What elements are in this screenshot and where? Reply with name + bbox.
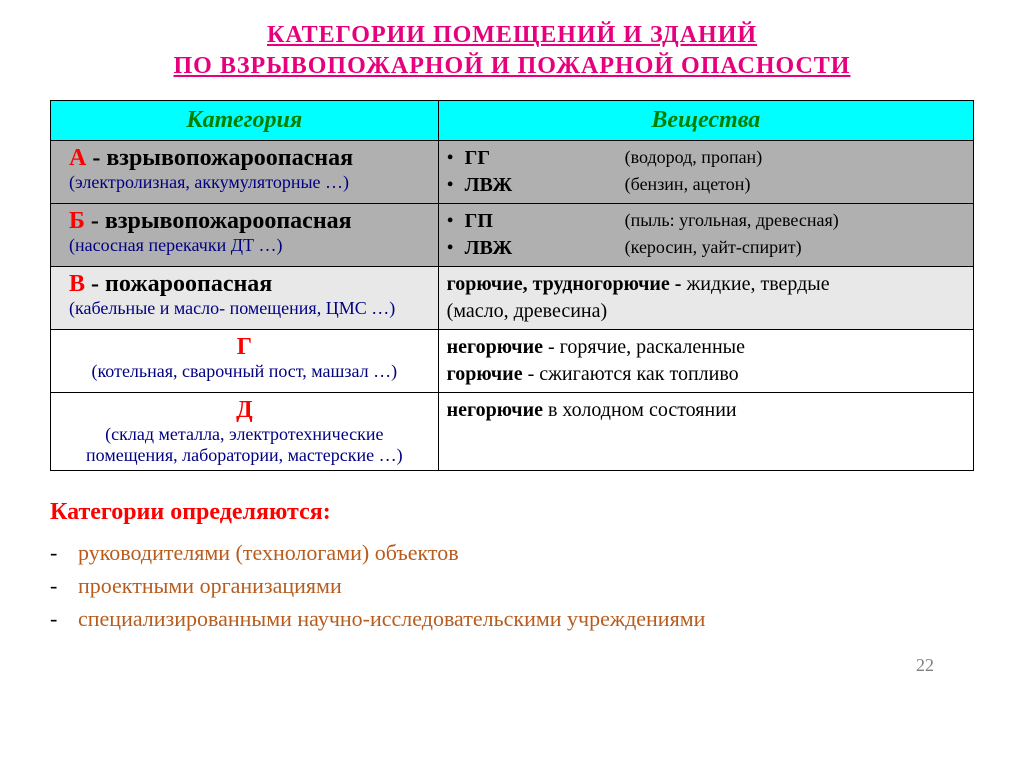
a-sub2-abbr: ЛВЖ xyxy=(465,172,625,199)
cell-category-a: А - взрывопожароопасная (электролизная, … xyxy=(51,141,439,204)
letter-a: А xyxy=(59,145,86,171)
cell-category-d: Д (склад металла, электротехнические пом… xyxy=(51,393,439,471)
d-l1-bold: негорючие xyxy=(447,399,543,421)
letter-v: В xyxy=(59,271,85,297)
cell-category-v: В - пожароопасная (кабельные и масло- по… xyxy=(51,267,439,330)
name-b: - взрывопожароопасная xyxy=(85,208,352,234)
note-a: (электролизная, аккумуляторные …) xyxy=(59,172,430,193)
determined-item-1: -руководителями (технологами) объектов xyxy=(50,536,974,569)
g-l2-rest: - сжигаются как топливо xyxy=(523,363,739,385)
row-v: В - пожароопасная (кабельные и масло- по… xyxy=(51,267,974,330)
v-paren: (масло, древесина) xyxy=(447,300,608,322)
title-line-2: ПО ВЗРЫВОПОЖАРНОЙ И ПОЖАРНОЙ ОПАСНОСТИ xyxy=(174,53,851,79)
header-category: Категория xyxy=(51,101,439,141)
cell-substances-g: негорючие - горячие, раскаленные горючие… xyxy=(438,330,973,393)
categories-table: Категория Вещества А - взрывопожароопасн… xyxy=(50,100,974,471)
title-line-1: КАТЕГОРИИ ПОМЕЩЕНИЙ И ЗДАНИЙ xyxy=(267,22,757,48)
note-d: (склад металла, электротехнические помещ… xyxy=(59,424,430,466)
note-v: (кабельные и масло- помещения, ЦМС …) xyxy=(59,298,430,319)
name-a: - взрывопожароопасная xyxy=(86,145,353,171)
name-v: - пожароопасная xyxy=(85,271,272,297)
header-substances: Вещества xyxy=(438,101,973,141)
cell-category-g: Г (котельная, сварочный пост, машзал …) xyxy=(51,330,439,393)
b-sub1-paren: (пыль: угольная, древесная) xyxy=(625,208,839,235)
g-l1-rest: - горячие, раскаленные xyxy=(543,336,745,358)
b-sub2-paren: (керосин, уайт-спирит) xyxy=(625,235,802,262)
letter-b: Б xyxy=(59,208,85,234)
g-l1-bold: негорючие xyxy=(447,336,543,358)
page-title: КАТЕГОРИИ ПОМЕЩЕНИЙ И ЗДАНИЙ ПО ВЗРЫВОПО… xyxy=(50,20,974,82)
determined-heading: Категории определяются: xyxy=(50,499,974,526)
letter-g: Г xyxy=(237,334,252,360)
a-sub2-paren: (бензин, ацетон) xyxy=(625,172,751,199)
cell-substances-a: •ГГ(водород, пропан) •ЛВЖ(бензин, ацетон… xyxy=(438,141,973,204)
cell-category-b: Б - взрывопожароопасная (насосная перека… xyxy=(51,204,439,267)
cell-substances-b: •ГП(пыль: угольная, древесная) •ЛВЖ(керо… xyxy=(438,204,973,267)
note-g: (котельная, сварочный пост, машзал …) xyxy=(59,361,430,382)
cell-substances-d: негорючие в холодном состоянии xyxy=(438,393,973,471)
determined-item-3: -специализированными научно-исследовател… xyxy=(50,602,974,635)
row-b: Б - взрывопожароопасная (насосная перека… xyxy=(51,204,974,267)
d-l1-rest: в холодном состоянии xyxy=(543,399,737,421)
row-d: Д (склад металла, электротехнические пом… xyxy=(51,393,974,471)
cell-substances-v: горючие, трудногорючие - жидкие, твердые… xyxy=(438,267,973,330)
row-g: Г (котельная, сварочный пост, машзал …) … xyxy=(51,330,974,393)
a-sub1-paren: (водород, пропан) xyxy=(625,145,763,172)
letter-d: Д xyxy=(236,397,253,423)
v-bold: горючие, трудногорючие - xyxy=(447,273,687,295)
determined-item-2: -проектными организациями xyxy=(50,569,974,602)
g-l2-bold: горючие xyxy=(447,363,523,385)
v-rest: жидкие, твердые xyxy=(686,273,829,295)
a-sub1-abbr: ГГ xyxy=(465,145,625,172)
b-sub2-abbr: ЛВЖ xyxy=(465,235,625,262)
page-number: 22 xyxy=(50,655,974,676)
table-header-row: Категория Вещества xyxy=(51,101,974,141)
note-b: (насосная перекачки ДТ …) xyxy=(59,235,430,256)
row-a: А - взрывопожароопасная (электролизная, … xyxy=(51,141,974,204)
b-sub1-abbr: ГП xyxy=(465,208,625,235)
